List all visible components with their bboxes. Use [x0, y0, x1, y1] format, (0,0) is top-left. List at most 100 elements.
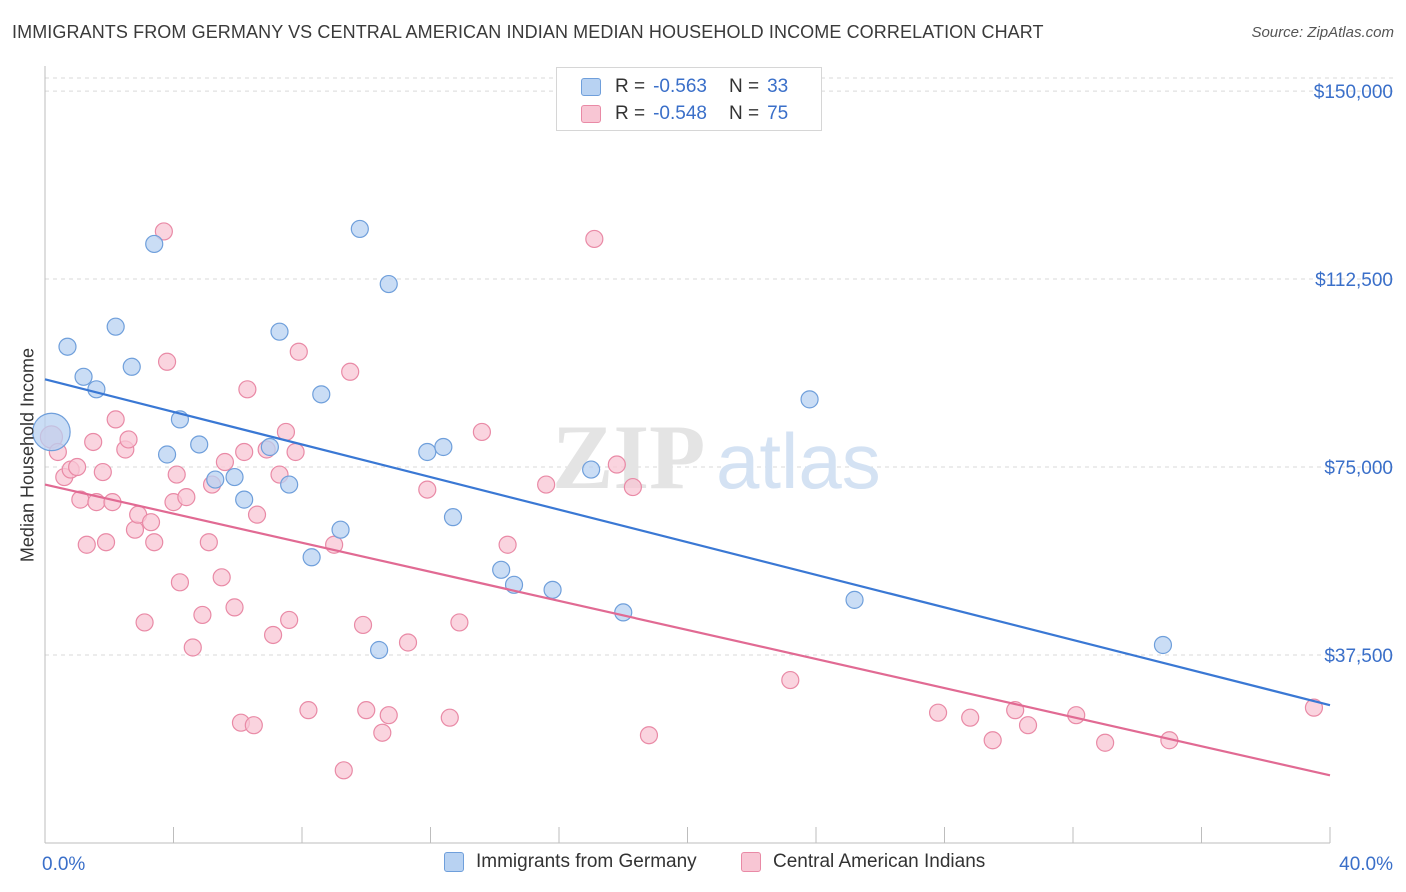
- pink-point: [607, 455, 626, 474]
- blue-point: [225, 467, 244, 487]
- trend-lines: [44, 378, 1331, 777]
- pink-point: [235, 442, 254, 462]
- blue-point: [418, 442, 437, 462]
- blue-point: [331, 520, 350, 539]
- blue-point: [434, 437, 453, 457]
- blue-point: [302, 548, 321, 567]
- blue-point: [443, 508, 463, 527]
- axes: [44, 66, 1331, 844]
- legend-item-central-american-indians: Central American Indians: [741, 851, 985, 873]
- trend-line-central-american-indians: [44, 483, 1331, 777]
- n-value: 75: [767, 103, 789, 124]
- blue-point: [492, 560, 511, 579]
- trend-line-germany: [44, 378, 1331, 707]
- x-tick-label-min: 0.0%: [42, 854, 85, 875]
- blue-point: [582, 460, 601, 479]
- n-label: N =: [728, 103, 760, 124]
- pink-point: [77, 535, 96, 554]
- chart-title: IMMIGRANTS FROM GERMANY VS CENTRAL AMERI…: [12, 22, 1044, 42]
- n-value: 33: [767, 76, 789, 97]
- blue-point: [74, 367, 93, 386]
- pink-point: [450, 613, 469, 632]
- pink-point: [212, 568, 231, 587]
- pink-point: [299, 701, 318, 720]
- pink-point: [93, 462, 112, 482]
- series-immigrants-from-germany: [32, 219, 1173, 660]
- blue-point: [800, 390, 819, 409]
- blue-point: [87, 380, 106, 399]
- pink-point: [418, 480, 437, 499]
- pink-point: [199, 533, 218, 552]
- blue-point: [370, 640, 389, 660]
- pink-point: [170, 573, 190, 592]
- legend-swatch-pink: [741, 852, 761, 872]
- r-label: R =: [615, 103, 646, 124]
- pink-point: [244, 716, 263, 735]
- pink-point: [498, 535, 517, 554]
- blue-swatch: [581, 78, 601, 96]
- stats-legend-row-pink: R = -0.548 N = 75: [581, 101, 788, 127]
- y-tick-label: $37,500: [1324, 646, 1393, 667]
- pink-point: [585, 229, 604, 249]
- pink-point: [537, 475, 556, 494]
- pink-swatch: [581, 105, 601, 123]
- blue-point: [280, 475, 299, 494]
- blue-point: [122, 357, 141, 376]
- pink-point: [193, 605, 212, 625]
- n-label: N =: [728, 76, 760, 97]
- x-tick-label-max: 40.0%: [1339, 854, 1393, 875]
- legend-swatch-blue: [444, 852, 464, 872]
- pink-point: [1067, 706, 1086, 725]
- y-tick-label: $150,000: [1314, 82, 1393, 103]
- tick-labels: $37,500 $75,000 $112,500 $150,000 0.0% 40.0%: [42, 82, 1393, 875]
- pink-point: [928, 703, 948, 722]
- legend-label-germany: Immigrants from Germany: [476, 851, 697, 872]
- blue-point: [312, 385, 331, 404]
- pink-point: [119, 430, 138, 449]
- pink-point: [961, 708, 980, 727]
- pink-point: [177, 488, 196, 507]
- pink-point: [280, 610, 299, 630]
- blue-point: [543, 580, 562, 599]
- blue-point: [32, 412, 71, 452]
- pink-point: [135, 613, 154, 632]
- blue-point: [1153, 635, 1173, 655]
- pink-point: [341, 362, 360, 381]
- pink-point: [983, 731, 1002, 750]
- pink-point: [472, 422, 491, 442]
- watermark-atlas: atlas: [716, 417, 881, 505]
- pink-point: [141, 513, 161, 532]
- blue-point: [614, 603, 633, 622]
- blue-point: [190, 435, 209, 454]
- pink-point: [215, 452, 234, 472]
- pink-point: [353, 615, 373, 635]
- pink-point: [639, 726, 659, 745]
- stats-legend-row-blue: R = -0.563 N = 33: [581, 74, 788, 100]
- blue-point: [845, 590, 864, 609]
- pink-point: [225, 598, 244, 617]
- blue-point: [235, 490, 254, 509]
- pink-point: [1096, 733, 1115, 752]
- pink-point: [84, 432, 103, 452]
- blue-point: [350, 219, 369, 239]
- pink-point: [154, 222, 173, 241]
- blue-point: [260, 437, 279, 457]
- pink-point: [398, 633, 418, 652]
- pink-point: [145, 533, 164, 552]
- blue-point: [145, 234, 164, 254]
- pink-point: [1018, 716, 1038, 735]
- pink-point: [623, 477, 642, 497]
- blue-point: [106, 317, 125, 336]
- pink-point: [238, 380, 257, 399]
- blue-point: [270, 322, 289, 341]
- blue-point: [206, 470, 225, 489]
- pink-point: [379, 706, 398, 725]
- watermark: ZIP atlas: [552, 406, 881, 508]
- pink-point: [289, 342, 308, 361]
- pink-point: [125, 520, 145, 539]
- r-label: R =: [615, 76, 646, 97]
- pink-point: [247, 505, 267, 524]
- r-value: -0.548: [653, 103, 707, 124]
- r-value: -0.563: [653, 76, 707, 97]
